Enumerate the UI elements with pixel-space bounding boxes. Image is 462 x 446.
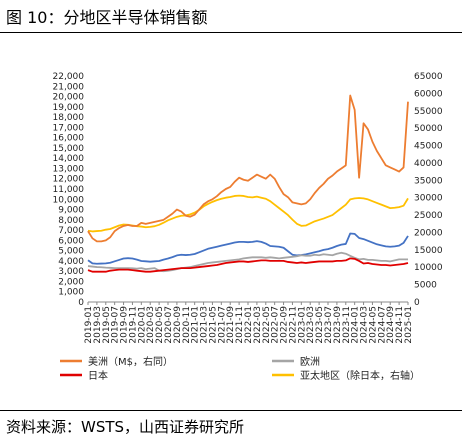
x-tick-label: 2023-09 bbox=[333, 306, 343, 344]
y-right-tick-label: 50000 bbox=[414, 124, 443, 134]
y-left-tick-label: 22,000 bbox=[53, 72, 85, 82]
legend-label: 欧洲 bbox=[300, 356, 320, 368]
y-left-tick-label: 6,000 bbox=[58, 236, 84, 246]
source-divider bbox=[0, 410, 462, 411]
x-tick-label: 2019-03 bbox=[93, 306, 103, 344]
x-tick-label: 2021-09 bbox=[226, 306, 236, 344]
y-left-tick-label: 8,000 bbox=[58, 216, 84, 226]
x-tick-label: 2020-09 bbox=[173, 306, 183, 344]
y-left-tick-label: 9,000 bbox=[58, 206, 84, 216]
x-tick-label: 2023-11 bbox=[342, 306, 352, 344]
x-tick-label: 2020-01 bbox=[137, 306, 147, 344]
y-right-tick-label: 40000 bbox=[414, 159, 443, 169]
y-right-tick-label: 10000 bbox=[414, 263, 443, 273]
y-left-tick-label: 21,000 bbox=[53, 82, 85, 92]
x-tick-label: 2021-01 bbox=[191, 306, 201, 344]
x-tick-label: 2023-01 bbox=[297, 306, 307, 344]
chart-axes: 01,0002,0003,0004,0005,0006,0007,0008,00… bbox=[53, 72, 443, 344]
figure-title: 图 10：分地区半导体销售额 bbox=[6, 8, 208, 27]
x-tick-label: 2022-05 bbox=[262, 306, 272, 344]
x-tick-label: 2022-11 bbox=[288, 306, 298, 344]
series-line-total bbox=[87, 232, 409, 265]
y-left-tick-label: 13,000 bbox=[53, 164, 85, 174]
x-tick-label: 2024-01 bbox=[351, 306, 361, 344]
y-right-tick-label: 60000 bbox=[414, 89, 443, 99]
x-tick-label: 2019-07 bbox=[111, 306, 121, 344]
y-right-tick-label: 30000 bbox=[414, 194, 443, 204]
x-tick-label: 2019-05 bbox=[102, 306, 112, 344]
legend-label: 亚太地区（除日本，右轴） bbox=[300, 369, 420, 382]
series-line-2 bbox=[87, 257, 409, 273]
y-right-tick-label: 45000 bbox=[414, 142, 443, 152]
series-line-0 bbox=[87, 94, 409, 243]
y-left-tick-label: 5,000 bbox=[58, 247, 84, 257]
y-right-tick-label: 0 bbox=[414, 298, 420, 308]
x-tick-label: 2023-05 bbox=[315, 306, 325, 344]
x-tick-label: 2020-07 bbox=[164, 306, 174, 344]
y-right-tick-label: 65000 bbox=[414, 72, 443, 82]
x-tick-label: 2023-03 bbox=[306, 306, 316, 344]
y-left-tick-label: 3,000 bbox=[58, 267, 84, 277]
y-right-tick-label: 35000 bbox=[414, 176, 443, 186]
y-right-tick-label: 5000 bbox=[414, 281, 437, 291]
x-tick-label: 2024-03 bbox=[360, 306, 370, 344]
x-tick-label: 2021-03 bbox=[200, 306, 210, 344]
y-right-tick-label: 25000 bbox=[414, 211, 443, 221]
y-left-tick-label: 14,000 bbox=[53, 154, 85, 164]
y-left-tick-label: 15,000 bbox=[53, 144, 85, 154]
x-tick-label: 2019-11 bbox=[128, 306, 138, 344]
y-right-tick-label: 55000 bbox=[414, 107, 443, 117]
y-left-tick-label: 1,000 bbox=[58, 288, 84, 298]
x-tick-label: 2020-05 bbox=[155, 306, 165, 344]
y-left-tick-label: 0 bbox=[78, 298, 84, 308]
x-tick-label: 2024-09 bbox=[386, 306, 396, 344]
y-left-tick-label: 10,000 bbox=[53, 195, 85, 205]
y-left-tick-label: 17,000 bbox=[53, 123, 85, 133]
x-tick-label: 2022-03 bbox=[253, 306, 263, 344]
x-tick-label: 2019-09 bbox=[120, 306, 130, 344]
y-right-tick-label: 15000 bbox=[414, 246, 443, 256]
y-left-tick-label: 11,000 bbox=[53, 185, 85, 195]
title-divider bbox=[0, 32, 462, 33]
y-left-tick-label: 20,000 bbox=[53, 93, 85, 103]
x-tick-label: 2020-03 bbox=[146, 306, 156, 344]
x-tick-label: 2021-07 bbox=[217, 306, 227, 344]
legend-label: 日本 bbox=[88, 369, 108, 382]
y-left-tick-label: 2,000 bbox=[58, 277, 84, 287]
y-left-tick-label: 19,000 bbox=[53, 103, 85, 113]
y-left-tick-label: 7,000 bbox=[58, 226, 84, 236]
legend-label: 美洲（M$，右同） bbox=[88, 355, 173, 368]
y-left-tick-label: 4,000 bbox=[58, 257, 84, 267]
x-tick-label: 2022-07 bbox=[271, 306, 281, 344]
series-line-1 bbox=[87, 251, 408, 273]
x-tick-label: 2021-11 bbox=[235, 306, 245, 344]
x-tick-label: 2020-11 bbox=[182, 306, 192, 344]
x-tick-label: 2022-01 bbox=[244, 306, 254, 344]
series-line-3 bbox=[87, 194, 409, 233]
x-tick-label: 2024-05 bbox=[368, 306, 378, 344]
x-tick-label: 2024-11 bbox=[395, 306, 405, 344]
x-tick-label: 2022-09 bbox=[280, 306, 290, 344]
y-left-tick-label: 16,000 bbox=[53, 134, 85, 144]
x-tick-label: 2025-01 bbox=[404, 306, 414, 344]
x-tick-label: 2023-07 bbox=[324, 306, 334, 344]
x-tick-label: 2024-07 bbox=[377, 306, 387, 344]
chart-series-lines bbox=[87, 94, 409, 273]
y-left-tick-label: 12,000 bbox=[53, 175, 85, 185]
figure-source: 资料来源：WSTS，山西证券研究所 bbox=[6, 418, 245, 436]
y-right-tick-label: 20000 bbox=[414, 228, 443, 238]
x-tick-label: 2019-01 bbox=[84, 306, 94, 344]
x-tick-label: 2021-05 bbox=[208, 306, 218, 344]
y-left-tick-label: 18,000 bbox=[53, 113, 85, 123]
